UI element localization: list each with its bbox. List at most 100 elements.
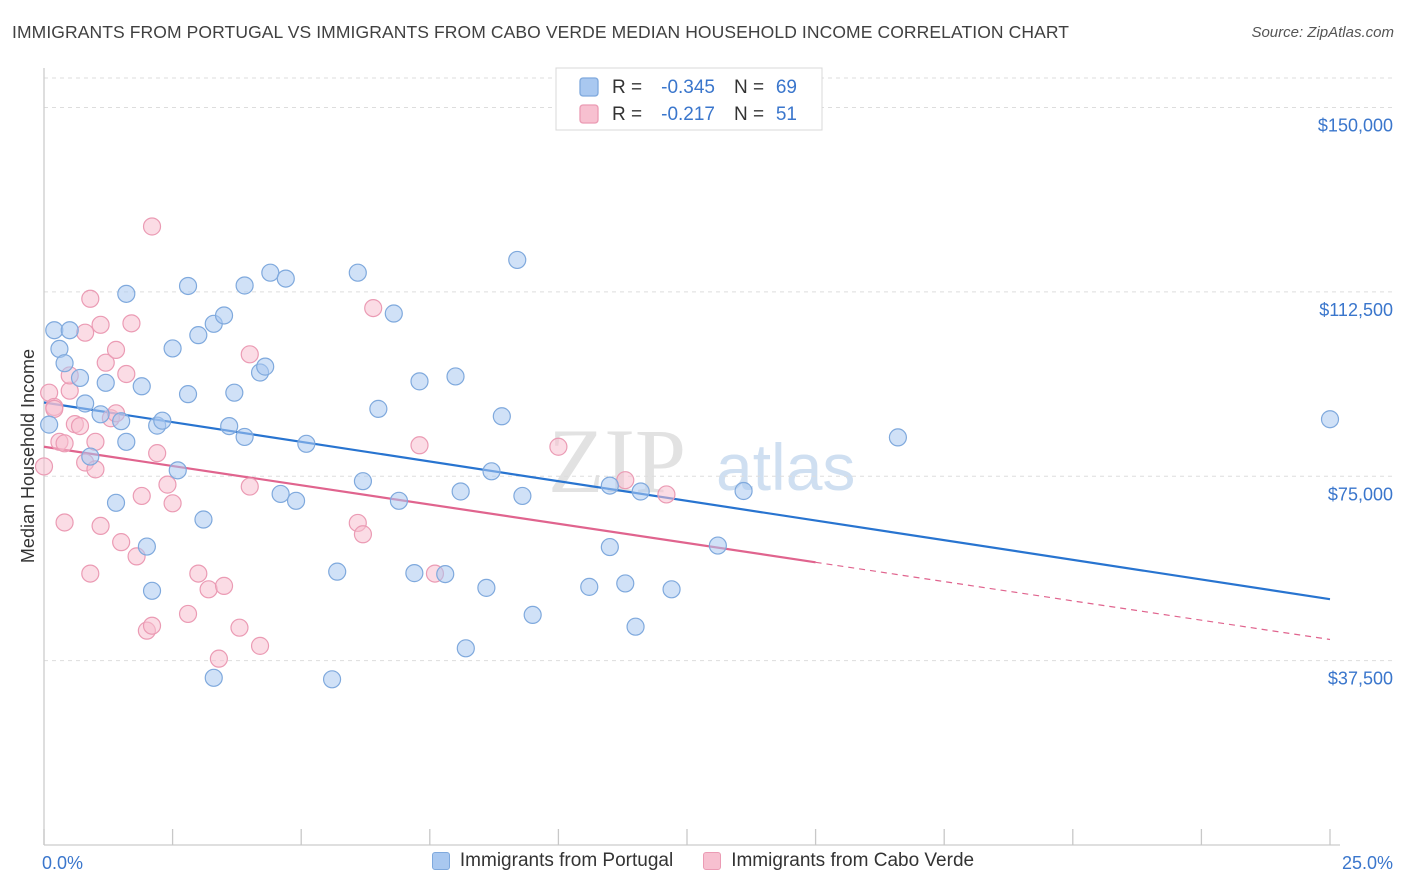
point-cabo-verde — [81, 289, 100, 308]
point-portugal — [631, 482, 650, 501]
y-tick-label: $112,500 — [1319, 300, 1393, 320]
point-portugal — [446, 367, 465, 386]
point-cabo-verde — [122, 314, 141, 333]
point-portugal — [189, 326, 208, 345]
point-portugal — [451, 482, 470, 501]
point-portugal — [163, 339, 182, 358]
point-cabo-verde — [549, 437, 568, 456]
point-cabo-verde — [45, 399, 64, 418]
point-portugal — [204, 668, 223, 687]
point-cabo-verde — [353, 525, 373, 544]
point-cabo-verde — [81, 564, 100, 583]
point-cabo-verde — [178, 604, 198, 624]
point-portugal — [482, 462, 501, 481]
legend-item-portugal: Immigrants from Portugal — [431, 850, 674, 872]
source-credit: Source: ZipAtlas.com — [1251, 24, 1394, 41]
point-portugal — [60, 321, 79, 340]
point-portugal — [708, 536, 727, 555]
point-portugal — [888, 428, 908, 447]
point-portugal — [235, 276, 254, 295]
point-portugal — [137, 537, 156, 556]
point-portugal — [117, 284, 136, 303]
point-portugal — [45, 321, 64, 340]
point-portugal — [616, 574, 635, 593]
point-cabo-verde — [117, 364, 136, 384]
point-portugal — [384, 304, 403, 323]
point-portugal — [580, 577, 599, 596]
point-cabo-verde — [410, 436, 429, 455]
point-cabo-verde — [112, 533, 131, 552]
point-portugal — [322, 670, 342, 689]
point-portugal — [492, 407, 511, 426]
point-cabo-verde — [199, 580, 218, 599]
point-portugal — [153, 411, 172, 430]
stats-swatch — [579, 77, 599, 97]
point-portugal — [70, 368, 90, 388]
point-portugal — [96, 373, 115, 392]
point-cabo-verde — [240, 345, 259, 364]
point-portugal — [276, 269, 295, 288]
point-portugal — [1320, 410, 1340, 429]
point-portugal — [477, 578, 496, 597]
point-portugal — [405, 564, 424, 583]
trend-line-cabo-verde — [43, 445, 816, 564]
point-cabo-verde — [364, 299, 383, 318]
point-cabo-verde — [158, 475, 177, 494]
point-cabo-verde — [55, 513, 74, 532]
point-cabo-verde — [240, 477, 259, 496]
point-cabo-verde — [616, 471, 635, 490]
trend-line-portugal — [43, 401, 1331, 601]
point-portugal — [214, 306, 234, 325]
point-portugal — [410, 372, 429, 391]
point-portugal — [600, 537, 619, 557]
point-portugal — [662, 580, 681, 599]
stats-r-label: R = — [612, 104, 642, 125]
stats-n-label: N = — [734, 104, 764, 125]
point-portugal — [106, 493, 126, 512]
point-portugal — [81, 447, 100, 466]
point-cabo-verde — [142, 616, 162, 635]
point-cabo-verde — [70, 417, 90, 436]
point-portugal — [91, 405, 110, 424]
point-portugal — [117, 432, 136, 451]
point-cabo-verde — [657, 485, 676, 504]
point-portugal — [55, 354, 74, 373]
watermark: ZIP atlas — [548, 410, 855, 512]
point-portugal — [132, 377, 151, 396]
point-cabo-verde — [230, 618, 249, 637]
point-portugal — [328, 562, 347, 581]
point-cabo-verde — [34, 457, 54, 476]
gridlines: $37,500 $75,000 $112,500 $150,000 — [44, 77, 1394, 689]
point-portugal — [168, 461, 187, 480]
legend-label-portugal: Immigrants from Portugal — [459, 850, 674, 871]
point-portugal — [142, 581, 162, 600]
data-points — [34, 217, 1340, 689]
point-portugal — [178, 385, 198, 404]
point-portugal — [600, 476, 619, 495]
chart-title: IMMIGRANTS FROM PORTUGAL VS IMMIGRANTS F… — [12, 22, 1070, 42]
point-cabo-verde — [189, 564, 208, 583]
point-portugal — [235, 427, 254, 447]
y-tick-label: $37,500 — [1328, 669, 1393, 689]
point-portugal — [286, 491, 306, 510]
point-cabo-verde — [91, 315, 110, 334]
legend-swatch-portugal — [431, 852, 450, 870]
axes: 0.0% 25.0% — [42, 68, 1393, 873]
stats-legend: R = -0.345 N = 69 R = -0.217 N = 51 — [555, 67, 823, 131]
point-portugal — [523, 605, 542, 625]
point-cabo-verde — [106, 340, 126, 359]
point-cabo-verde — [148, 444, 167, 463]
x-tick-label-max: 25.0% — [1342, 853, 1393, 873]
point-portugal — [389, 491, 409, 510]
point-portugal — [194, 510, 213, 529]
stats-swatch — [579, 104, 599, 124]
point-cabo-verde — [209, 649, 228, 668]
point-portugal — [261, 263, 280, 282]
y-tick-label: $75,000 — [1328, 484, 1393, 504]
point-portugal — [271, 484, 290, 504]
point-portugal — [297, 434, 316, 453]
point-portugal — [456, 639, 475, 658]
point-cabo-verde — [132, 486, 151, 506]
point-portugal — [436, 564, 455, 584]
point-portugal — [626, 617, 645, 636]
